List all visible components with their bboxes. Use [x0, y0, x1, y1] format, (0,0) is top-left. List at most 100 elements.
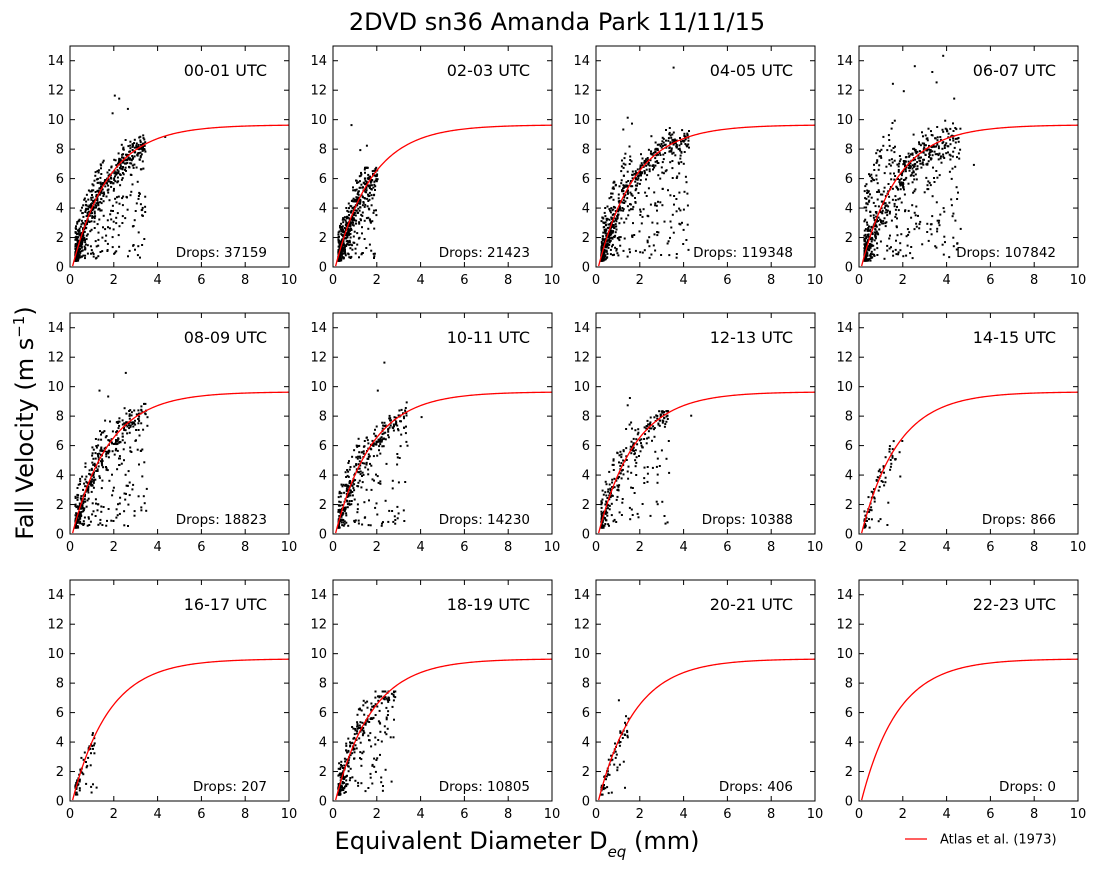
data-point: [385, 716, 388, 719]
data-point: [116, 172, 119, 175]
x-tick-label: 8: [504, 273, 512, 288]
data-point: [376, 454, 379, 457]
data-point: [85, 475, 88, 478]
data-point: [87, 756, 90, 759]
data-point: [94, 215, 97, 218]
data-point: [866, 189, 869, 192]
data-point: [79, 517, 81, 520]
data-point: [350, 227, 353, 230]
data-point: [904, 160, 907, 163]
data-point: [873, 488, 875, 491]
data-point: [365, 180, 368, 183]
data-point: [665, 129, 667, 131]
data-point: [369, 184, 372, 187]
data-point: [880, 221, 883, 224]
data-point: [619, 731, 622, 734]
data-point: [107, 439, 110, 442]
data-point: [359, 726, 362, 729]
data-point: [632, 446, 635, 449]
data-point: [911, 204, 914, 207]
data-point: [372, 716, 375, 719]
data-point: [649, 416, 652, 419]
panel-drops-label: Drops: 37159: [176, 245, 267, 261]
data-point: [634, 452, 636, 455]
data-point: [927, 239, 930, 242]
data-point: [947, 151, 949, 154]
data-point: [363, 462, 366, 465]
data-point: [92, 189, 95, 192]
data-point: [84, 465, 87, 468]
data-point: [88, 469, 91, 472]
data-point: [78, 518, 81, 521]
data-point: [136, 180, 139, 183]
data-point: [891, 198, 894, 201]
data-point: [387, 700, 390, 703]
data-point: [116, 421, 119, 423]
data-point: [347, 216, 350, 219]
data-point: [661, 500, 664, 503]
data-point: [349, 754, 352, 757]
data-point: [882, 202, 885, 205]
y-tick-label: 14: [573, 588, 590, 603]
data-point: [645, 442, 648, 445]
x-tick-label: 2: [373, 273, 381, 288]
data-point: [123, 524, 126, 527]
data-point: [100, 460, 102, 463]
data-point: [661, 136, 664, 139]
data-point: [615, 753, 618, 756]
data-point: [90, 196, 93, 199]
data-point: [101, 458, 104, 461]
data-point: [606, 252, 609, 255]
data-point: [117, 503, 119, 506]
data-point: [608, 240, 611, 243]
data-point: [343, 520, 346, 523]
data-point: [664, 143, 667, 146]
data-point: [344, 250, 346, 253]
data-point: [374, 770, 377, 773]
data-point: [895, 213, 898, 216]
data-point: [371, 170, 374, 173]
data-point: [616, 252, 619, 255]
data-point: [346, 469, 349, 471]
data-point: [365, 191, 368, 194]
x-tick-label: 8: [241, 540, 249, 555]
data-point: [663, 144, 666, 147]
data-point: [678, 222, 681, 225]
data-point: [611, 463, 614, 466]
data-point: [74, 497, 77, 499]
data-point: [376, 173, 379, 176]
data-point: [345, 245, 348, 247]
data-point: [357, 181, 360, 184]
data-point: [117, 427, 120, 430]
data-point: [128, 158, 131, 161]
data-point: [133, 409, 136, 412]
data-point: [370, 702, 373, 705]
data-point: [927, 160, 930, 163]
data-point: [82, 502, 85, 505]
panel-hour-label: 06-07 UTC: [973, 61, 1056, 80]
data-point: [656, 147, 659, 150]
data-point: [77, 515, 80, 518]
data-point: [865, 202, 868, 205]
data-point: [338, 230, 341, 233]
data-point: [139, 156, 142, 159]
panel-frame: [858, 312, 1079, 535]
data-point: [872, 201, 875, 204]
data-point: [380, 695, 383, 698]
data-point: [604, 503, 607, 506]
scatter-points: [74, 371, 149, 529]
data-point: [345, 514, 348, 517]
data-point: [942, 253, 945, 256]
data-point: [630, 421, 633, 424]
data-point: [92, 476, 95, 479]
data-point: [348, 243, 351, 246]
data-point: [363, 205, 366, 208]
data-point: [618, 511, 621, 514]
panel-drops-label: Drops: 119348: [693, 245, 793, 261]
panel-hour-label: 14-15 UTC: [973, 328, 1056, 347]
data-point: [95, 195, 98, 198]
data-point: [632, 442, 635, 445]
data-point: [346, 243, 349, 246]
data-point: [612, 205, 615, 208]
data-point: [957, 137, 960, 139]
